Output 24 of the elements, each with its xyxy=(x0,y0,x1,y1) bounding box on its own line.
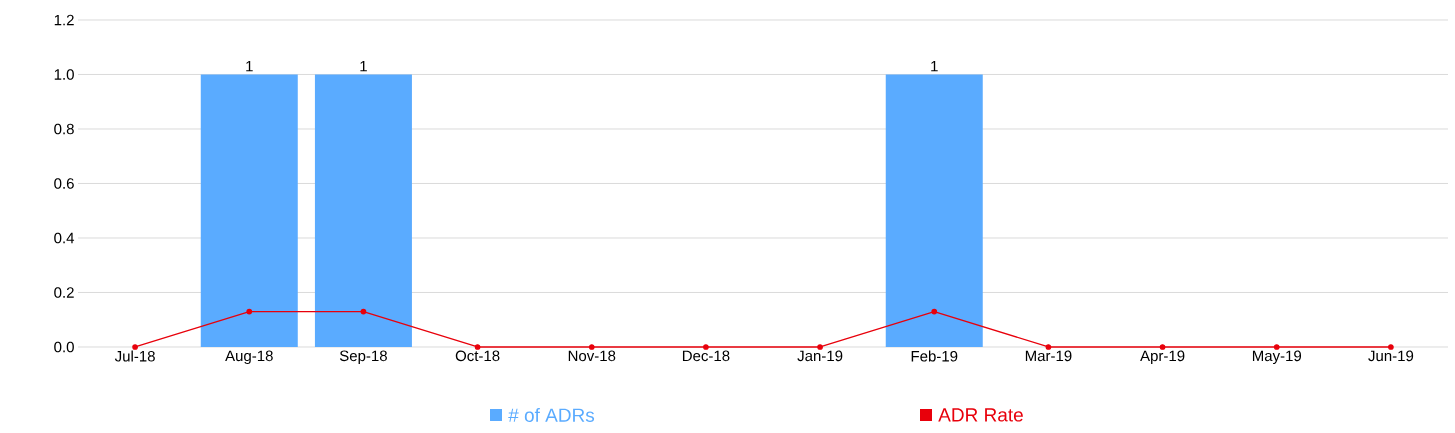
x-tick-label: Dec-18 xyxy=(682,350,730,362)
x-tick-label: Sep-18 xyxy=(339,350,387,365)
y-tick-label: 0.2 xyxy=(54,287,74,298)
y-tick-label: 1.0 xyxy=(54,69,74,80)
data-label: 1 xyxy=(360,60,367,72)
y-tick-label: 0.6 xyxy=(54,178,74,189)
x-tick-label: Oct-18 xyxy=(455,350,500,362)
legend-label: ADR Rate xyxy=(938,408,1023,422)
x-tick-label: Mar-19 xyxy=(1025,350,1072,362)
data-label: 1 xyxy=(931,60,938,72)
x-tick-label: Jun-19 xyxy=(1368,350,1414,362)
x-tick-label: Jul-18 xyxy=(114,350,155,362)
y-tick-label: 0.4 xyxy=(54,232,75,244)
legend-label: # of ADRs xyxy=(508,408,595,422)
x-tick-label: Apr-19 xyxy=(1140,350,1185,365)
x-tick-label: Jan-19 xyxy=(797,350,843,362)
data-label: 1 xyxy=(246,60,253,72)
x-tick-label: Nov-18 xyxy=(568,350,616,362)
y-tick-label: 1.2 xyxy=(54,14,74,26)
y-tick-label: 0.0 xyxy=(54,341,74,353)
x-tick-label: Aug-18 xyxy=(225,350,273,365)
y-tick-label: 0.8 xyxy=(54,123,74,135)
x-tick-label: May-19 xyxy=(1252,350,1302,365)
x-tick-label: Feb-19 xyxy=(911,350,958,362)
